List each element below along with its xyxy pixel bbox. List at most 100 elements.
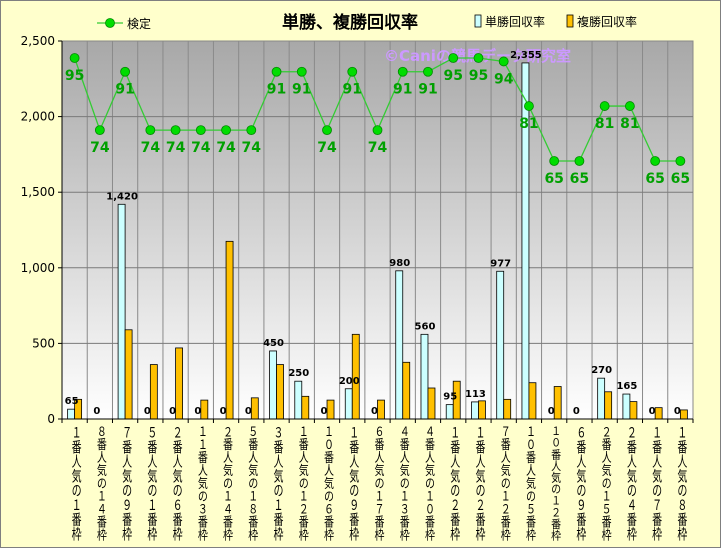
line-point: [397, 66, 408, 77]
line-point: [599, 101, 610, 111]
x-tick-label: ５番人気の１番枠: [145, 425, 157, 542]
bar-win-value-label: 165: [616, 381, 637, 392]
bar-win-value-label: 0: [649, 406, 656, 417]
x-tick-label: １番人気の９番枠: [347, 425, 359, 542]
line-point: [423, 66, 433, 77]
line-value-label: 95: [65, 68, 84, 84]
x-tick-label: １番人気の２番枠: [473, 425, 485, 542]
bar-win-value-label: 0: [245, 406, 252, 417]
bar-place: [149, 364, 158, 420]
bar-place: [503, 398, 512, 420]
legend: 検定 単勝回収率 複勝回収率: [97, 14, 637, 31]
x-tick-label: ３番人気の１番枠: [271, 425, 283, 542]
bar-place: [175, 347, 183, 420]
line-value-label: 74: [141, 140, 161, 156]
bar-place: [250, 397, 259, 420]
x-tick-label: ７番人気の９番枠: [120, 425, 132, 542]
line-value-label: 65: [544, 171, 563, 187]
bar-win-value-label: 977: [490, 258, 511, 269]
bar-place: [629, 401, 638, 420]
bar-win: [67, 408, 76, 420]
line-point: [675, 156, 686, 166]
bar-win: [496, 270, 505, 420]
x-tick-label: ２番人気の６番枠: [170, 425, 182, 542]
bar-place: [402, 361, 411, 420]
line-point: [498, 56, 509, 67]
bar-win-value-label: 0: [548, 406, 555, 417]
bar-place: [276, 364, 284, 420]
line-point: [120, 66, 130, 77]
x-tick-label: ４番人気の１０番枠: [422, 425, 434, 542]
line-point: [650, 156, 661, 166]
legend-win-label: 単勝回収率: [485, 14, 545, 29]
bar-win-value-label: 0: [220, 406, 227, 417]
bar-win: [597, 377, 606, 420]
bar-win: [294, 380, 303, 420]
bar-win-value-label: 0: [93, 406, 100, 417]
line-value-label: 74: [317, 140, 337, 156]
line-point: [473, 53, 484, 63]
line-value-label: 91: [292, 82, 311, 98]
bar-win-value-label: 450: [263, 338, 284, 349]
line-value-label: 74: [216, 140, 236, 156]
line-value-label: 74: [191, 140, 211, 156]
bar-value-labels: 65 0 1,420 0 0 0 0 0 450 250 0 200 0 980 560 95 113 977 2,…: [65, 50, 681, 417]
legend-win-swatch: [474, 14, 482, 28]
bar-win-value-label: 0: [321, 406, 328, 417]
bar-place: [528, 382, 537, 420]
bar-place: [225, 240, 234, 420]
line-value-label: 91: [267, 82, 286, 98]
line-value-label: 74: [166, 140, 186, 156]
x-tick-label: ６番人気の１７番枠: [372, 425, 384, 542]
y-tick-label: 500: [32, 336, 55, 350]
line-point: [347, 66, 358, 77]
bar-win-value-label: 113: [465, 389, 486, 400]
line-point: [271, 66, 282, 77]
bar-place: [553, 386, 562, 420]
line-point: [94, 125, 105, 136]
bar-place: [124, 329, 133, 420]
bars: [67, 62, 688, 420]
x-tick-label: １番人気の８番枠: [675, 425, 687, 542]
y-tick-label: 0: [47, 412, 55, 426]
y-tick-label: 2,000: [21, 110, 55, 124]
line-value-label: 81: [595, 116, 614, 132]
x-tick-label: ２番人気の１５番枠: [599, 425, 611, 542]
bar-win-value-label: 0: [674, 406, 681, 417]
x-tick-label: １０番人気の６番枠: [322, 425, 334, 542]
line-point: [322, 125, 332, 136]
line-value-label: 81: [519, 116, 538, 132]
line-point: [195, 125, 206, 136]
x-tick-label: ８番人気の１４番枠: [94, 425, 106, 542]
legend-line-label: 検定: [127, 16, 151, 31]
bar-win-value-label: 250: [288, 368, 309, 379]
x-tick-label: ４番人気の１３番枠: [397, 425, 409, 542]
bar-place: [604, 391, 613, 420]
bar-win-value-label: 980: [389, 258, 410, 269]
line-value-label: 91: [115, 82, 134, 98]
x-tick-label: ５番人気の１８番枠: [246, 425, 258, 542]
line-value-label: 81: [620, 116, 639, 132]
line-point: [448, 53, 459, 63]
bar-win: [269, 350, 277, 420]
x-tick-label: ２番人気の４番枠: [624, 425, 636, 542]
y-tick-label: 1,500: [21, 185, 55, 199]
bar-win-value-label: 560: [415, 321, 436, 332]
x-tick-label: １０番人気の１２番枠: [549, 425, 561, 542]
chart-title: 単勝、複勝回収率: [282, 12, 418, 33]
bar-win-value-label: 0: [371, 406, 378, 417]
x-axis: １番人気の１番枠 ８番人気の１４番枠 ７番人気の９番枠 ５番人気の１番枠 ２番人気の６番…: [61, 418, 694, 542]
line-value-label: 95: [469, 68, 488, 84]
x-tick-label: ２番人気の１４番枠: [221, 425, 233, 542]
bar-win: [471, 401, 479, 420]
bar-win-value-label: 200: [339, 376, 360, 387]
line-value-label: 91: [418, 82, 437, 98]
bar-win: [395, 270, 404, 420]
x-tick-label: １番人気の１２番枠: [296, 425, 308, 542]
y-tick-label: 1,000: [21, 261, 55, 275]
bar-win-value-label: 0: [573, 406, 580, 417]
x-tick-label: １０番人気の５番枠: [523, 425, 535, 542]
bar-place: [654, 407, 663, 420]
line-point: [296, 66, 307, 77]
x-tick-label: ６番人気の９番枠: [574, 425, 586, 542]
